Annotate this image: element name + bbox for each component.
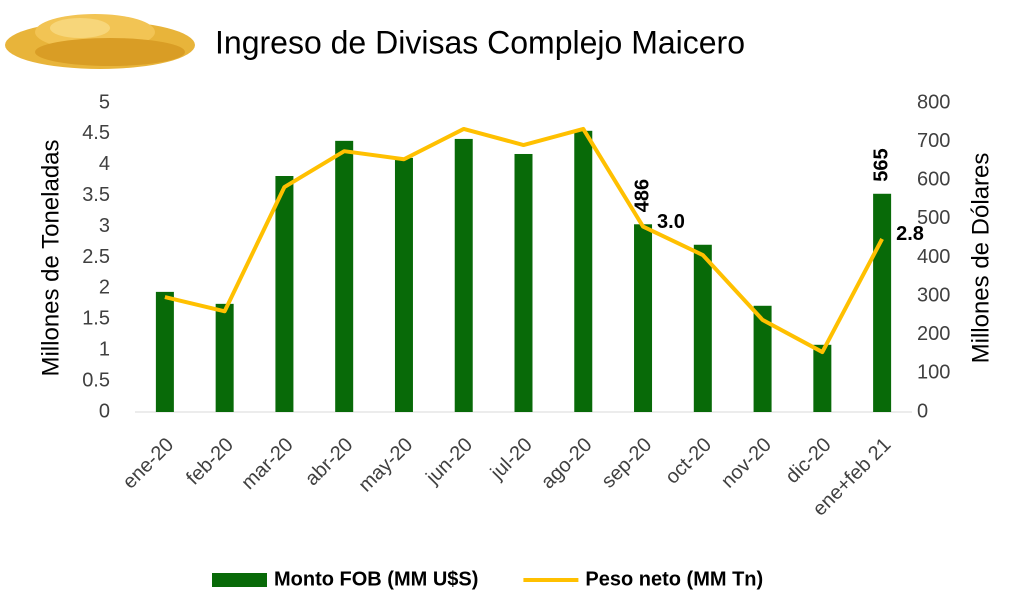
x-tick-label: ene-20 (119, 434, 179, 494)
y2-tick-label: 400 (917, 246, 950, 268)
bar (155, 291, 174, 412)
y2-tick-label: 100 (917, 362, 950, 384)
bar (693, 244, 712, 412)
y-tick-label: 1 (99, 338, 110, 360)
x-tick-label: feb-20 (182, 434, 238, 490)
bar (215, 303, 234, 412)
y-tick-label: 4.5 (82, 122, 110, 144)
line (164, 126, 884, 355)
line-value-label: 3.0 (657, 211, 685, 233)
y2-tick-label: 0 (917, 400, 928, 422)
x-tick-label: abr-20 (301, 434, 357, 490)
bar-value-label: 486 (631, 179, 653, 212)
bar (335, 140, 354, 413)
x-tick-label: oct-20 (661, 434, 716, 489)
bar (275, 176, 294, 412)
x-tick-label: jul-20 (486, 434, 537, 485)
y-tick-label: 3 (99, 215, 110, 237)
y-tick-label: 5 (99, 91, 110, 113)
legend-label: Monto FOB (MM U$S) (274, 568, 478, 590)
y-tick-label: 0 (99, 400, 110, 422)
y2-tick-label: 200 (917, 323, 950, 345)
bar (394, 157, 413, 412)
x-tick-label: may-20 (355, 434, 418, 497)
x-tick-label: sep-20 (598, 434, 657, 493)
y-tick-label: 4 (99, 153, 110, 175)
x-tick-label: nov-20 (717, 434, 776, 493)
x-tick-label: jun-20 (421, 434, 477, 490)
bar (873, 193, 892, 412)
legend-label: Peso neto (MM Tn) (585, 568, 763, 590)
y2-tick-label: 600 (917, 169, 950, 191)
y-tick-label: 3.5 (82, 184, 110, 206)
y-tick-label: 2.5 (82, 246, 110, 268)
y-axis-title: Millones de Toneladas (37, 139, 64, 376)
legend-swatch (212, 573, 267, 587)
y2-axis-title: Millones de Dólares (967, 153, 994, 364)
bar-value-label: 565 (870, 148, 892, 181)
y-tick-label: 0.5 (82, 369, 110, 391)
y2-tick-label: 800 (917, 91, 950, 113)
y2-tick-label: 500 (917, 207, 950, 229)
x-tick-label: mar-20 (237, 434, 297, 494)
bar (454, 138, 473, 412)
y2-tick-label: 700 (917, 130, 950, 152)
bar (753, 305, 772, 412)
bar (574, 130, 593, 412)
x-tick-label: dic-20 (782, 434, 836, 488)
y2-tick-label: 300 (917, 284, 950, 306)
chart-title: Ingreso de Divisas Complejo Maicero (215, 24, 745, 60)
y-tick-label: 2 (99, 277, 110, 299)
line-value-label: 2.8 (896, 223, 924, 245)
y-tick-label: 1.5 (82, 308, 110, 330)
bar (813, 344, 832, 412)
corn-image (5, 14, 195, 69)
x-tick-label: ago-20 (537, 434, 597, 494)
bar (514, 153, 533, 413)
bar (634, 224, 653, 412)
